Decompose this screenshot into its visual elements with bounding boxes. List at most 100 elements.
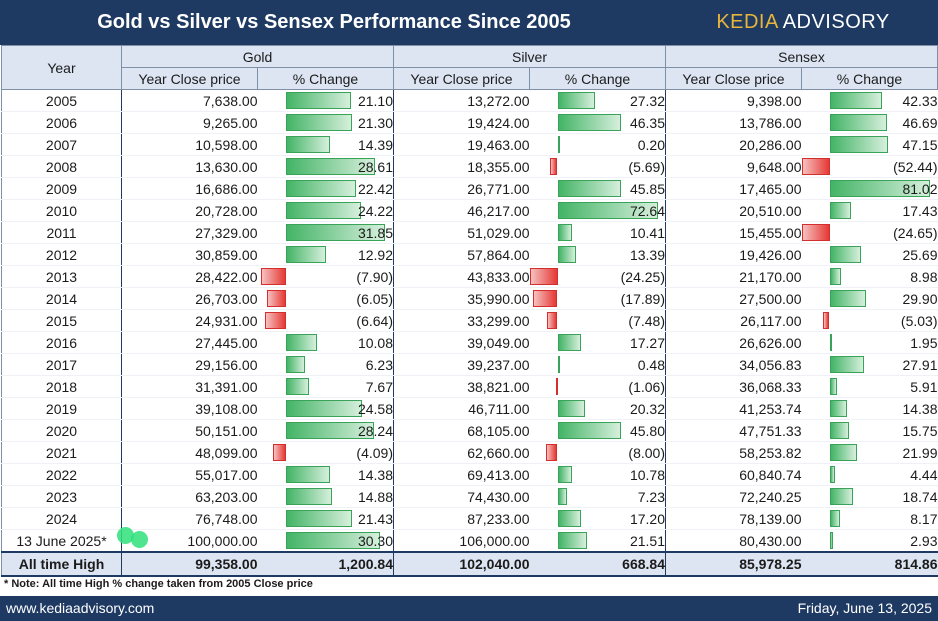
change-cell: 13.39 (529, 243, 666, 266)
change-value: 0.20 (637, 136, 665, 153)
close-price-cell: 19,426.00 (665, 243, 802, 266)
close-price-cell: 15,455.00 (665, 221, 802, 244)
change-cell: 81.02 (801, 177, 938, 200)
highlight-dot (131, 531, 148, 548)
change-bar (557, 180, 621, 197)
table-row: 2020 50,151.00 28.24 68,105.00 45.80 47,751.3… (1, 419, 938, 442)
change-bar (557, 422, 621, 439)
change-value: 47.15 (902, 136, 938, 153)
change-cell: 27.91 (801, 353, 938, 376)
close-price-cell: 63,203.00 (121, 485, 258, 508)
change-bar (557, 400, 586, 417)
table-row: 2007 10,598.00 14.39 19,463.00 0.20 20,286.00… (1, 133, 938, 156)
change-cell: (5.69) (529, 155, 666, 178)
close-price-cell: 26,703.00 (121, 287, 258, 310)
ath-value: 99,358.00 (121, 551, 258, 577)
row-year: 2024 (1, 507, 122, 530)
close-price-cell: 46,711.00 (393, 397, 530, 420)
header-year: Year (1, 45, 122, 90)
change-value: 0.48 (637, 356, 665, 373)
change-cell: 29.90 (801, 287, 938, 310)
change-value: 1.95 (910, 334, 938, 351)
change-value: 30.30 (357, 532, 393, 549)
change-bar (285, 92, 352, 109)
website-link[interactable]: www.kediaadvisory.com (6, 600, 155, 616)
change-value: 21.51 (629, 532, 665, 549)
close-price-cell: 80,430.00 (665, 529, 802, 553)
change-cell: (24.25) (529, 265, 666, 288)
header-sensex-close: Year Close price (665, 67, 802, 90)
change-value: 27.32 (629, 92, 665, 109)
close-price-cell: 68,105.00 (393, 419, 530, 442)
brand-logo: KEDIA ADVISORY (668, 0, 938, 45)
close-price-cell: 46,217.00 (393, 199, 530, 222)
close-price-cell: 38,821.00 (393, 375, 530, 398)
change-cell: (6.05) (257, 287, 394, 310)
change-cell: 45.80 (529, 419, 666, 442)
table-row: 2012 30,859.00 12.92 57,864.00 13.39 19,426.0… (1, 243, 938, 266)
all-time-high-row: All time High 99,358.00 1,200.84 102,040.00… (1, 551, 938, 577)
row-year: 2005 (1, 89, 122, 112)
close-price-cell: 26,626.00 (665, 331, 802, 354)
change-bar (829, 356, 864, 373)
change-bar (823, 312, 830, 329)
change-value: 45.85 (629, 180, 665, 197)
brand-part2: ADVISORY (782, 11, 890, 33)
change-bar (285, 202, 362, 219)
change-value: 45.80 (629, 422, 665, 439)
change-bar (557, 136, 560, 153)
change-value: 13.39 (629, 246, 665, 263)
change-cell: 8.17 (801, 507, 938, 530)
close-price-cell: 9,648.00 (665, 155, 802, 178)
change-value: (6.64) (356, 312, 393, 329)
change-bar (285, 422, 374, 439)
change-cell: 24.22 (257, 199, 394, 222)
change-cell: (5.03) (801, 309, 938, 332)
footer-bar: www.kediaadvisory.com Friday, June 13, 2… (0, 596, 938, 621)
change-bar (557, 510, 582, 527)
change-bar (285, 510, 353, 527)
table-row: 2010 20,728.00 24.22 46,217.00 72.64 20,510.0… (1, 199, 938, 222)
change-bar (285, 466, 331, 483)
change-cell: 24.58 (257, 397, 394, 420)
change-value: 10.78 (629, 466, 665, 483)
table-row: 2014 26,703.00 (6.05) 35,990.00 (17.89) 27,50… (1, 287, 938, 310)
change-value: (8.00) (628, 444, 665, 461)
table-row: 2006 9,265.00 21.30 19,424.00 46.35 13,786.00… (1, 111, 938, 134)
change-cell: 17.27 (529, 331, 666, 354)
close-price-cell: 19,463.00 (393, 133, 530, 156)
highlight-dot (117, 527, 134, 544)
change-bar (557, 488, 568, 505)
table-row: 2008 13,630.00 28.61 18,355.00 (5.69) 9,648.0… (1, 155, 938, 178)
header-gold: Gold (121, 45, 394, 68)
change-bar (557, 246, 576, 263)
change-cell: 21.30 (257, 111, 394, 134)
change-cell: 7.23 (529, 485, 666, 508)
change-value: 14.38 (357, 466, 393, 483)
change-cell: 1.95 (801, 331, 938, 354)
close-price-cell: 24,931.00 (121, 309, 258, 332)
change-cell: 14.38 (257, 463, 394, 486)
change-cell: (8.00) (529, 441, 666, 464)
change-value: 20.32 (629, 400, 665, 417)
change-cell: (24.65) (801, 221, 938, 244)
table-row: 2021 48,099.00 (4.09) 62,660.00 (8.00) 58,253… (1, 441, 938, 464)
close-price-cell: 72,240.25 (665, 485, 802, 508)
change-cell: 21.43 (257, 507, 394, 530)
close-price-cell: 30,859.00 (121, 243, 258, 266)
row-year: 2021 (1, 441, 122, 464)
row-year: 2013 (1, 265, 122, 288)
row-year: 2007 (1, 133, 122, 156)
close-price-cell: 39,049.00 (393, 331, 530, 354)
close-price-cell: 58,253.82 (665, 441, 802, 464)
row-year: 2006 (1, 111, 122, 134)
change-value: 28.61 (357, 158, 393, 175)
close-price-cell: 9,398.00 (665, 89, 802, 112)
close-price-cell: 41,253.74 (665, 397, 802, 420)
change-cell: 10.08 (257, 331, 394, 354)
table-row: 2024 76,748.00 21.43 87,233.00 17.20 78,139.0… (1, 507, 938, 530)
change-bar (557, 92, 596, 109)
table-row: 2009 16,686.00 22.42 26,771.00 45.85 17,465.0… (1, 177, 938, 200)
close-price-cell: 21,170.00 (665, 265, 802, 288)
change-bar (549, 158, 558, 175)
